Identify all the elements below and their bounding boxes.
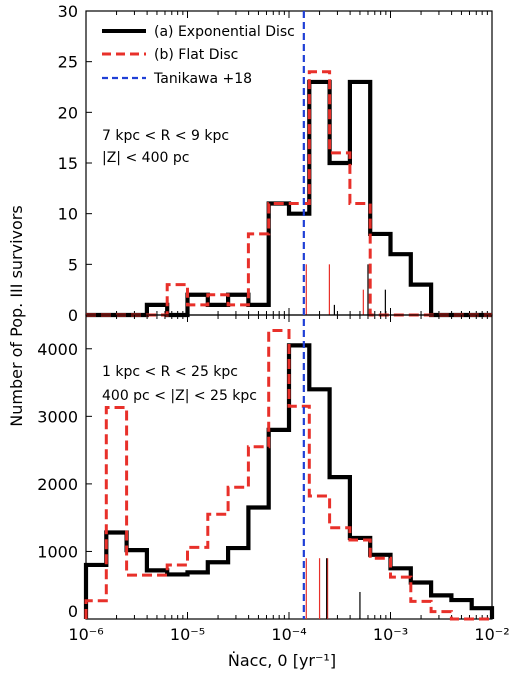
y-tick-label: 0 [68,602,78,621]
x-axis-label: Ṅacc, 0 [yr⁻¹] [228,651,336,670]
histogram-flat-disc [84,329,492,621]
x-tick-label: 10⁻⁶ [68,625,103,644]
y-tick-label: 1000 [37,542,78,561]
y-axis-label: Number of Pop. III survivors [7,205,26,426]
histogram-exponential-disc [83,343,495,619]
y-tick-label: 2000 [37,475,78,494]
x-tick-label: 10⁻⁴ [271,625,306,644]
x-axis: 10⁻⁶ 10⁻⁵ 10⁻⁴ 10⁻³ 10⁻² [68,625,509,644]
y-tick-label: 0 [68,306,78,325]
legend-label-exponential: (a) Exponential Disc [154,24,295,40]
panel-bottom: 0 1000 2000 3000 4000 [37,314,495,621]
histogram-exponential-disc [86,79,492,318]
y-tick-label: 20 [58,103,78,122]
y-tick-label: 4000 [37,340,78,359]
y-tick-label: 15 [58,154,78,173]
y-tick-label: 5 [68,255,78,274]
annotation-bottom-r-range: 1 kpc < R < 25 kpc [102,364,238,380]
annotation-top-z-range: |Z| < 400 pc [102,150,189,166]
x-tick-label: 10⁻³ [373,625,408,644]
x-tick-label: 10⁻⁵ [170,625,205,644]
x-tick-label: 10⁻² [474,625,509,644]
histogram-flat-disc [86,70,492,317]
annotation-bottom-z-range: 400 pc < |Z| < 25 kpc [102,388,257,404]
legend-label-flat: (b) Flat Disc [154,47,238,63]
y-tick-label: 10 [58,205,78,224]
annotation-top-r-range: 7 kpc < R < 9 kpc [102,128,229,144]
legend-label-tanikawa: Tanikawa +18 [153,71,252,87]
y-tick-label: 3000 [37,407,78,426]
y-tick-label: 25 [58,53,78,72]
y-tick-label: 30 [58,2,78,21]
panel-top: 0 5 10 15 20 25 30 [58,2,493,325]
legend: (a) Exponential Disc (b) Flat Disc Tanik… [102,24,295,87]
